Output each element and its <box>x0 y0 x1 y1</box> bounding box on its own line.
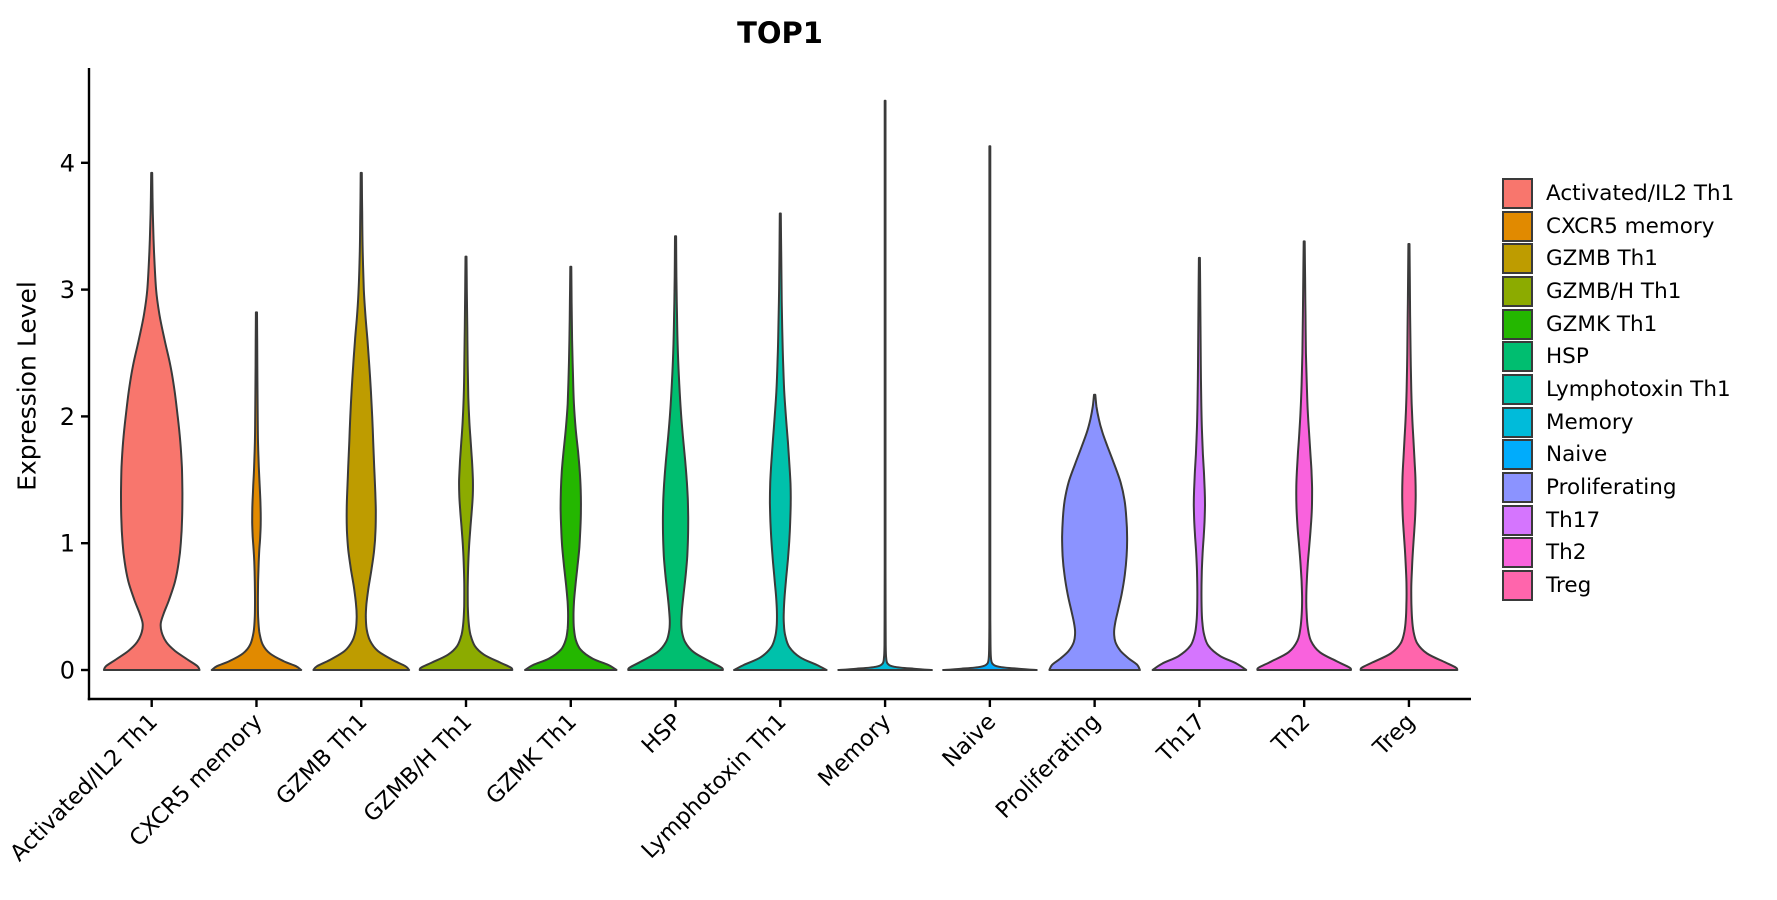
legend-item-gzmb-th1: GZMB Th1 <box>1502 242 1734 275</box>
legend-label-th2: Th2 <box>1546 540 1587 566</box>
legend-label-th17: Th17 <box>1546 507 1601 533</box>
legend-swatch-activated-il2-th1 <box>1502 177 1533 209</box>
violin-th17 <box>1151 256 1248 671</box>
legend-item-activated-il2-th1: Activated/IL2 Th1 <box>1502 177 1734 210</box>
violin-lymphotoxin-th1 <box>733 212 828 671</box>
legend-item-naive: Naive <box>1502 439 1734 472</box>
legend-item-th17: Th17 <box>1502 504 1734 537</box>
violin-hsp <box>627 235 724 671</box>
x-tick-label-naive: Naive <box>937 709 1001 773</box>
legend-swatch-gzmb-h-th1 <box>1502 275 1533 307</box>
legend-label-lymphotoxin-th1: Lymphotoxin Th1 <box>1546 376 1731 402</box>
violin-memory <box>837 99 933 671</box>
legend-item-hsp: HSP <box>1502 340 1734 373</box>
violin-treg <box>1359 243 1459 671</box>
legend-item-memory: Memory <box>1502 406 1734 439</box>
violin-proliferating <box>1048 393 1141 671</box>
y-tick-label-0: 0 <box>60 657 75 685</box>
legend-label-treg: Treg <box>1546 573 1592 599</box>
legend-swatch-gzmk-th1 <box>1502 308 1533 340</box>
legend-label-proliferating: Proliferating <box>1546 475 1677 501</box>
violin-naive <box>942 145 1038 671</box>
violin-th2 <box>1256 240 1352 671</box>
legend-label-memory: Memory <box>1546 409 1634 435</box>
legend: Activated/IL2 Th1 CXCR5 memory GZMB Th1 GZM… <box>1502 177 1734 602</box>
x-tick-label-treg: Treg <box>1368 709 1421 762</box>
legend-swatch-treg <box>1502 570 1533 602</box>
legend-item-treg: Treg <box>1502 569 1734 602</box>
legend-label-cxcr5-memory: CXCR5 memory <box>1546 213 1715 239</box>
legend-label-naive: Naive <box>1546 442 1608 468</box>
violin-cxcr5-memory <box>210 311 303 671</box>
y-tick-label-1: 1 <box>60 530 75 558</box>
legend-label-activated-il2-th1: Activated/IL2 Th1 <box>1546 180 1735 206</box>
legend-swatch-th2 <box>1502 537 1533 569</box>
legend-swatch-proliferating <box>1502 472 1533 504</box>
x-tick-label-proliferating: Proliferating <box>991 709 1106 824</box>
x-tick-label-hsp: HSP <box>637 709 687 759</box>
legend-swatch-memory <box>1502 406 1533 438</box>
legend-swatch-gzmb-th1 <box>1502 243 1533 275</box>
legend-item-th2: Th2 <box>1502 537 1734 570</box>
legend-item-gzmb-h-th1: GZMB/H Th1 <box>1502 275 1734 308</box>
violin-gzmb-th1 <box>312 171 411 671</box>
x-tick-label-th2: Th2 <box>1266 709 1315 758</box>
violin-activated-il2-th1 <box>102 171 201 671</box>
legend-label-gzmb-h-th1: GZMB/H Th1 <box>1546 278 1682 304</box>
y-tick-label-2: 2 <box>60 403 75 431</box>
plot-title: TOP1 <box>737 16 823 50</box>
legend-item-gzmk-th1: GZMK Th1 <box>1502 308 1734 341</box>
y-tick-label-3: 3 <box>60 276 75 304</box>
legend-swatch-lymphotoxin-th1 <box>1502 373 1533 405</box>
violin-gzmb-h-th1 <box>418 255 514 671</box>
legend-swatch-naive <box>1502 439 1533 471</box>
x-tick-label-gzmb-th1: GZMB Th1 <box>271 709 372 810</box>
legend-label-hsp: HSP <box>1546 344 1589 370</box>
x-tick-label-memory: Memory <box>813 709 896 792</box>
violin-gzmk-th1 <box>524 265 618 671</box>
y-tick-label-4: 4 <box>60 149 75 177</box>
legend-item-lymphotoxin-th1: Lymphotoxin Th1 <box>1502 373 1734 406</box>
legend-swatch-hsp <box>1502 341 1533 373</box>
x-tick-label-gzmk-th1: GZMK Th1 <box>481 709 582 810</box>
legend-item-proliferating: Proliferating <box>1502 471 1734 504</box>
legend-label-gzmk-th1: GZMK Th1 <box>1546 311 1658 337</box>
x-tick-label-gzmb-h-th1: GZMB/H Th1 <box>359 709 478 828</box>
legend-item-cxcr5-memory: CXCR5 memory <box>1502 210 1734 243</box>
legend-swatch-cxcr5-memory <box>1502 210 1533 242</box>
legend-swatch-th17 <box>1502 504 1533 536</box>
x-tick-label-th17: Th17 <box>1151 709 1210 768</box>
legend-label-gzmb-th1: GZMB Th1 <box>1546 246 1658 272</box>
